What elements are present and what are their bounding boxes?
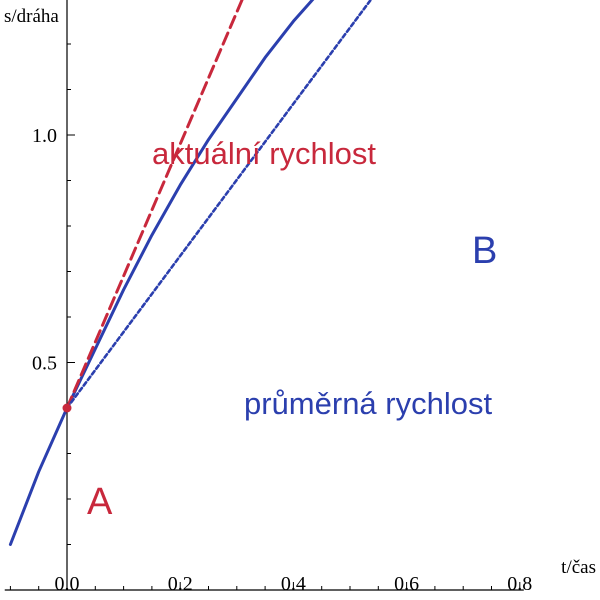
x-axis-title: t/čas xyxy=(561,557,596,578)
x-tick-label: 0.8 xyxy=(507,573,532,595)
point-label-b: B xyxy=(472,230,497,272)
x-tick-label: 0.0 xyxy=(55,573,80,595)
series-dotted-line xyxy=(65,0,373,410)
annotation-average-speed: průměrná rychlost xyxy=(244,386,492,421)
axes xyxy=(4,0,524,591)
point-label-a: A xyxy=(87,481,113,523)
x-tick-label: 0.2 xyxy=(168,573,193,595)
series-layer xyxy=(8,0,373,546)
ticks: 0.00.20.40.60.80.51.01.52.0 xyxy=(9,43,532,595)
series-solid-line xyxy=(8,0,315,546)
y-tick-label: 1.0 xyxy=(32,125,57,147)
x-tick-label: 0.6 xyxy=(394,573,419,595)
y-tick-label: 0.5 xyxy=(32,353,57,375)
x-tick-label: 0.4 xyxy=(281,573,306,595)
series-dashed-line xyxy=(65,0,244,410)
y-axis-title: s/dráha xyxy=(4,6,59,27)
annotation-current-speed: aktuální rychlost xyxy=(152,136,376,171)
points-layer xyxy=(62,403,72,413)
point-a-marker xyxy=(62,403,72,413)
